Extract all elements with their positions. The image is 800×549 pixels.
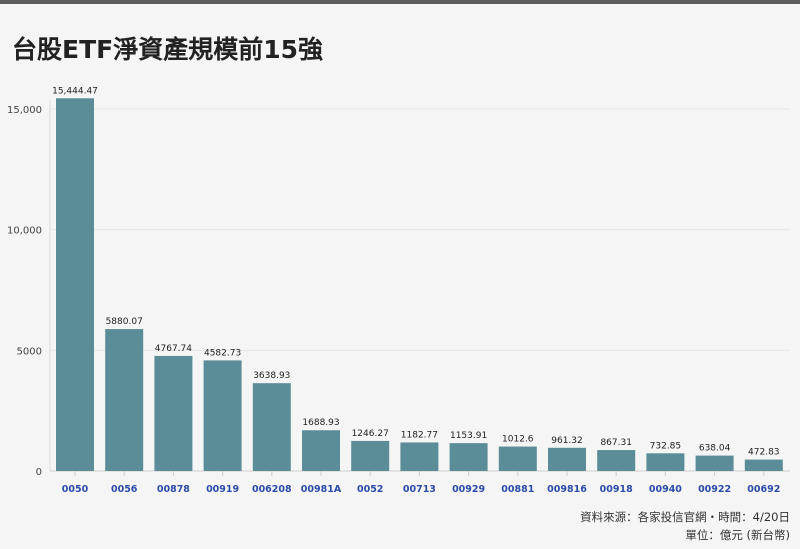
category-label: 00881 <box>501 484 534 495</box>
data-label: 4767.74 <box>155 344 192 354</box>
y-tick-label: 0 <box>36 467 42 478</box>
data-label: 732.85 <box>650 441 682 451</box>
data-label: 1246.27 <box>352 429 389 439</box>
bar <box>105 329 144 471</box>
category-label: 0050 <box>62 484 89 495</box>
data-label: 5880.07 <box>106 317 143 327</box>
y-tick-label: 10,000 <box>7 226 42 237</box>
data-label: 961.32 <box>551 436 583 446</box>
data-label: 15,444.47 <box>52 86 98 96</box>
bar <box>351 440 390 471</box>
data-label: 472.83 <box>748 448 780 458</box>
y-tick-label: 5000 <box>17 346 42 357</box>
top-border <box>0 0 800 4</box>
data-label: 867.31 <box>600 438 632 448</box>
data-label: 1012.6 <box>502 435 534 445</box>
category-label: 006208 <box>252 484 292 495</box>
category-label: 00922 <box>698 484 731 495</box>
bar <box>302 430 340 471</box>
bar <box>646 453 685 471</box>
bar <box>56 98 94 471</box>
category-label: 00981A <box>301 484 342 495</box>
category-label: 0052 <box>357 484 383 495</box>
category-label: 009816 <box>547 484 587 495</box>
category-label: 00929 <box>452 484 485 495</box>
data-label: 1153.91 <box>450 431 487 441</box>
bar <box>400 442 439 471</box>
chart-title: 台股ETF淨資產規模前15強 <box>12 35 323 64</box>
category-label: 00878 <box>157 484 190 495</box>
bar <box>498 446 537 471</box>
data-label: 1182.77 <box>401 430 438 440</box>
data-label: 3638.93 <box>253 371 290 381</box>
bar <box>548 447 586 471</box>
bar <box>154 355 193 471</box>
data-label: 638.04 <box>699 444 731 454</box>
category-label: 0056 <box>111 484 138 495</box>
bar <box>695 455 734 471</box>
category-label: 00713 <box>403 484 436 495</box>
source-note: 資料來源：各家投信官網・時間：4/20日 <box>580 510 790 524</box>
bar <box>449 443 488 471</box>
bar <box>597 450 636 471</box>
data-label: 4582.73 <box>204 348 241 358</box>
data-label: 1688.93 <box>302 418 339 428</box>
bar <box>252 383 291 471</box>
category-label: 00918 <box>600 484 633 495</box>
category-label: 00692 <box>747 484 780 495</box>
category-label: 00940 <box>649 484 682 495</box>
category-label: 00919 <box>206 484 239 495</box>
y-tick-label: 15,000 <box>7 105 42 116</box>
bar <box>203 360 242 471</box>
bar <box>744 459 783 471</box>
unit-note: 單位：億元 (新台幣) <box>685 528 790 542</box>
